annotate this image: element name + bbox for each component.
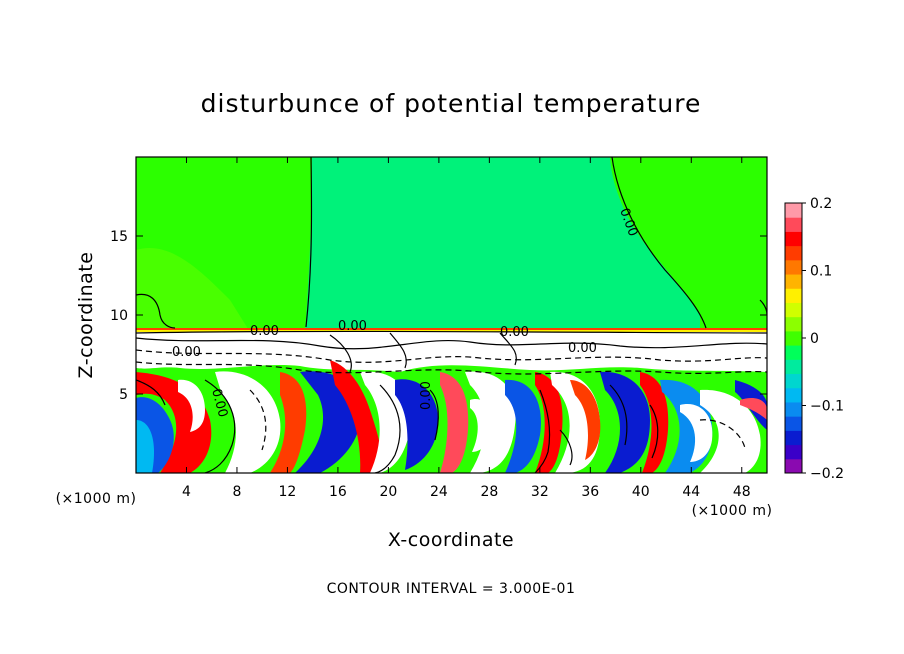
contour-line bbox=[136, 293, 176, 329]
contour-line bbox=[559, 429, 573, 466]
contour-lines bbox=[136, 157, 767, 473]
x-tick-label: 20 bbox=[379, 484, 397, 500]
x-tick-label: 16 bbox=[329, 484, 347, 500]
y-ticks: 5 10 15 bbox=[110, 229, 767, 403]
contour-line bbox=[611, 157, 707, 329]
contour-line bbox=[305, 157, 313, 328]
colorbar-swatch bbox=[785, 302, 802, 318]
colorbar-tick-label: −0.2 bbox=[810, 466, 844, 482]
x-tick-label: 44 bbox=[682, 484, 700, 500]
contour-line bbox=[389, 332, 407, 369]
x-tick-label: 24 bbox=[430, 484, 448, 500]
contour-line bbox=[374, 384, 401, 473]
colorbar-swatch bbox=[785, 430, 802, 446]
colorbar-swatch bbox=[785, 203, 802, 218]
turbulent-plumes bbox=[136, 360, 767, 473]
colorbar-swatch bbox=[785, 359, 802, 375]
x-tick-label: 40 bbox=[632, 484, 650, 500]
y-tick-label: 15 bbox=[110, 229, 128, 245]
y-unit-label: (×1000 m) bbox=[56, 491, 137, 507]
contour-line bbox=[136, 361, 767, 375]
contour-line bbox=[499, 332, 517, 366]
upper-band bbox=[305, 157, 700, 332]
contour-label: 0.00 bbox=[500, 325, 529, 340]
x-tick-label: 36 bbox=[581, 484, 599, 500]
colorbar-swatch bbox=[785, 231, 802, 247]
colorbar-swatch bbox=[785, 217, 802, 232]
contour-label: 0.00 bbox=[250, 324, 279, 339]
contour-label: 0.00 bbox=[172, 345, 201, 360]
colorbar-swatch bbox=[785, 416, 802, 431]
y-tick-label: 5 bbox=[119, 387, 128, 403]
x-tick-label: 12 bbox=[279, 484, 297, 500]
chart-title: disturbunce of potential temperature bbox=[201, 89, 702, 118]
contour-line bbox=[136, 379, 166, 406]
y-tick-label: 10 bbox=[110, 308, 128, 324]
colorbar-ticks: 0.2 0.1 0 −0.1 −0.2 bbox=[802, 196, 844, 482]
contour-label: 0.00 bbox=[568, 341, 597, 356]
colorbar-swatch bbox=[785, 458, 802, 474]
colorbar bbox=[785, 203, 802, 474]
x-ticks: 4 8 12 16 20 24 28 32 36 40 44 48 bbox=[182, 157, 751, 500]
contour-line bbox=[249, 389, 267, 451]
contour-label: 0.00 bbox=[419, 381, 434, 410]
x-tick-label: 48 bbox=[733, 484, 751, 500]
colorbar-swatch bbox=[785, 401, 802, 417]
contour-label: 0.00 bbox=[338, 319, 367, 334]
x-unit-label: (×1000 m) bbox=[692, 503, 773, 519]
contour-line bbox=[136, 330, 767, 334]
colorbar-swatch bbox=[785, 330, 802, 346]
contour-line bbox=[136, 337, 767, 350]
colorbar-swatch bbox=[785, 274, 802, 289]
colorbar-swatch bbox=[785, 316, 802, 332]
contour-line bbox=[609, 384, 628, 446]
x-tick-label: 4 bbox=[182, 484, 191, 500]
contour-label: 0.00 bbox=[208, 387, 230, 419]
contour-line bbox=[649, 404, 659, 459]
colorbar-swatch bbox=[785, 245, 802, 261]
colorbar-tick-label: 0 bbox=[810, 331, 819, 347]
contour-interval-note: CONTOUR INTERVAL = 3.000E-01 bbox=[327, 581, 576, 597]
contour-line bbox=[699, 419, 746, 449]
inversion-line-red bbox=[136, 328, 767, 330]
colorbar-swatch bbox=[785, 345, 802, 360]
contour-line bbox=[204, 379, 236, 473]
colorbar-tick-label: −0.1 bbox=[810, 399, 844, 415]
colorbar-tick-label: 0.1 bbox=[810, 264, 832, 280]
upper-left-patch bbox=[136, 248, 250, 332]
colorbar-swatch bbox=[785, 387, 802, 403]
x-tick-label: 28 bbox=[480, 484, 498, 500]
contour-line bbox=[329, 334, 352, 373]
y-axis-label: Z-coordinate bbox=[75, 252, 97, 379]
x-axis-label: X-coordinate bbox=[388, 529, 514, 551]
colorbar-swatch bbox=[785, 373, 802, 389]
x-tick-label: 32 bbox=[531, 484, 549, 500]
colorbar-swatch bbox=[785, 259, 802, 275]
contour-line bbox=[429, 389, 439, 441]
x-tick-label: 8 bbox=[232, 484, 241, 500]
colorbar-tick-label: 0.2 bbox=[810, 196, 832, 212]
inversion-line-yellow bbox=[136, 330, 767, 332]
colorbar-swatch bbox=[785, 288, 802, 303]
heatmap-field bbox=[136, 157, 767, 473]
colorbar-swatch bbox=[785, 444, 802, 460]
